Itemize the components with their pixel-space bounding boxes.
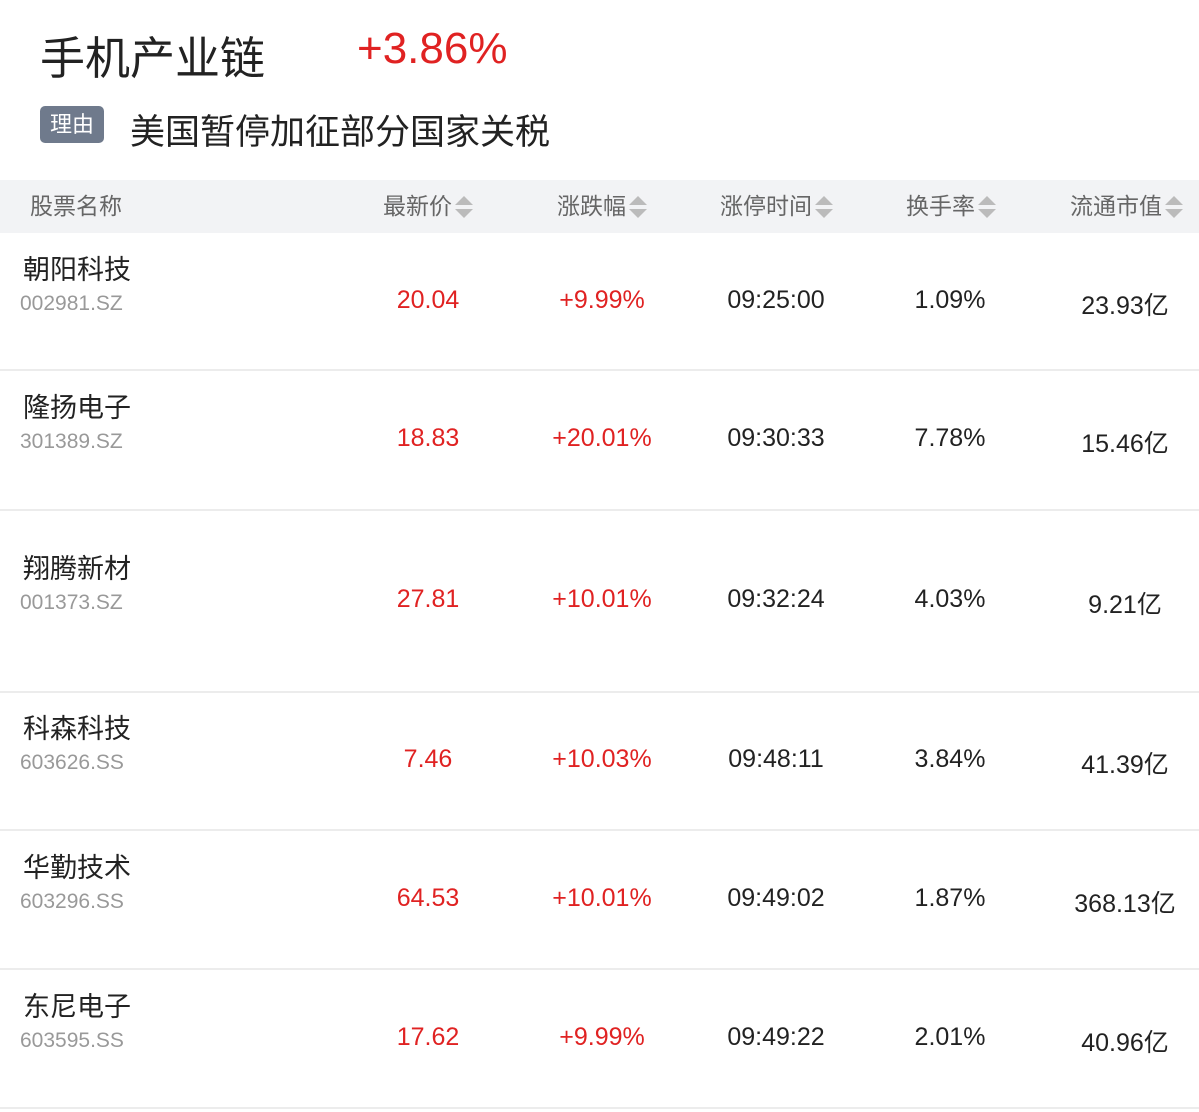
cell: +9.99% — [559, 285, 645, 314]
cell: 3.84% — [914, 745, 986, 773]
sort-icon[interactable] — [977, 194, 997, 220]
cell: 64.53 — [396, 883, 460, 912]
cell: 1.09% — [914, 285, 986, 314]
stock-code: 603595.SS — [20, 1028, 124, 1052]
title: 手机产业链 — [40, 33, 266, 84]
cell: 40.96亿 — [1081, 1028, 1169, 1057]
stock-name: 翔腾新材 — [23, 554, 131, 584]
stock-code: 002981.SZ — [20, 291, 123, 315]
cell: +10.01% — [552, 585, 652, 613]
cell: +20.01% — [552, 424, 652, 452]
cell: 09:30:33 — [727, 424, 825, 452]
change: +3.86% — [357, 24, 508, 73]
cell: 23.93亿 — [1081, 291, 1169, 320]
cell: 368.13亿 — [1074, 889, 1176, 918]
stock-code: 301389.SZ — [20, 430, 123, 453]
cell: 4.03% — [914, 585, 986, 613]
stock-name: 朝阳科技 — [23, 254, 131, 285]
cell: +10.01% — [552, 883, 652, 912]
column-header[interactable]: 换手率 — [906, 193, 975, 219]
sort-icon[interactable] — [1164, 194, 1184, 220]
table-header — [0, 180, 1199, 233]
cell: 41.39亿 — [1081, 751, 1169, 779]
cell: 2.01% — [914, 1022, 986, 1051]
cell: 27.81 — [396, 585, 460, 613]
row-divider — [0, 509, 1199, 511]
cell: 7.46 — [403, 745, 453, 773]
row-divider — [0, 829, 1199, 831]
row-divider — [0, 691, 1199, 693]
reason-tag: 理由 — [40, 106, 104, 143]
sort-icon[interactable] — [814, 194, 834, 220]
sort-icon[interactable] — [454, 194, 474, 220]
sort-icon[interactable] — [628, 194, 648, 220]
row-divider — [0, 1107, 1199, 1109]
cell: 09:32:24 — [727, 585, 825, 613]
column-header[interactable]: 最新价 — [383, 193, 452, 219]
stock-code: 603296.SS — [20, 889, 124, 913]
cell: 09:49:22 — [727, 1022, 825, 1051]
cell: 7.78% — [914, 424, 986, 452]
cell: 09:48:11 — [728, 745, 824, 773]
row-divider — [0, 968, 1199, 970]
stock-name: 华勤技术 — [23, 852, 131, 883]
cell: +9.99% — [559, 1022, 645, 1051]
column-header: 股票名称 — [30, 193, 122, 219]
column-header[interactable]: 涨停时间 — [720, 193, 812, 219]
cell: 18.83 — [396, 424, 460, 452]
cell: 09:49:02 — [727, 883, 825, 912]
cell: 20.04 — [396, 285, 460, 314]
column-header[interactable]: 流通市值 — [1070, 193, 1162, 219]
cell: 15.46亿 — [1081, 430, 1169, 458]
stock-code: 603626.SS — [20, 751, 124, 774]
cell: 17.62 — [396, 1022, 460, 1051]
stock-name: 隆扬电子 — [23, 393, 131, 423]
cell: 1.87% — [914, 883, 986, 912]
cell: 09:25:00 — [727, 285, 825, 314]
reason-text: 美国暂停加征部分国家关税 — [130, 113, 551, 152]
row-divider — [0, 369, 1199, 371]
stock-name: 东尼电子 — [23, 991, 131, 1022]
cell: +10.03% — [552, 745, 652, 773]
stock-name: 科森科技 — [23, 714, 131, 744]
stock-code: 001373.SZ — [20, 591, 123, 614]
cell: 9.21亿 — [1088, 591, 1162, 619]
column-header[interactable]: 涨跌幅 — [557, 193, 626, 219]
